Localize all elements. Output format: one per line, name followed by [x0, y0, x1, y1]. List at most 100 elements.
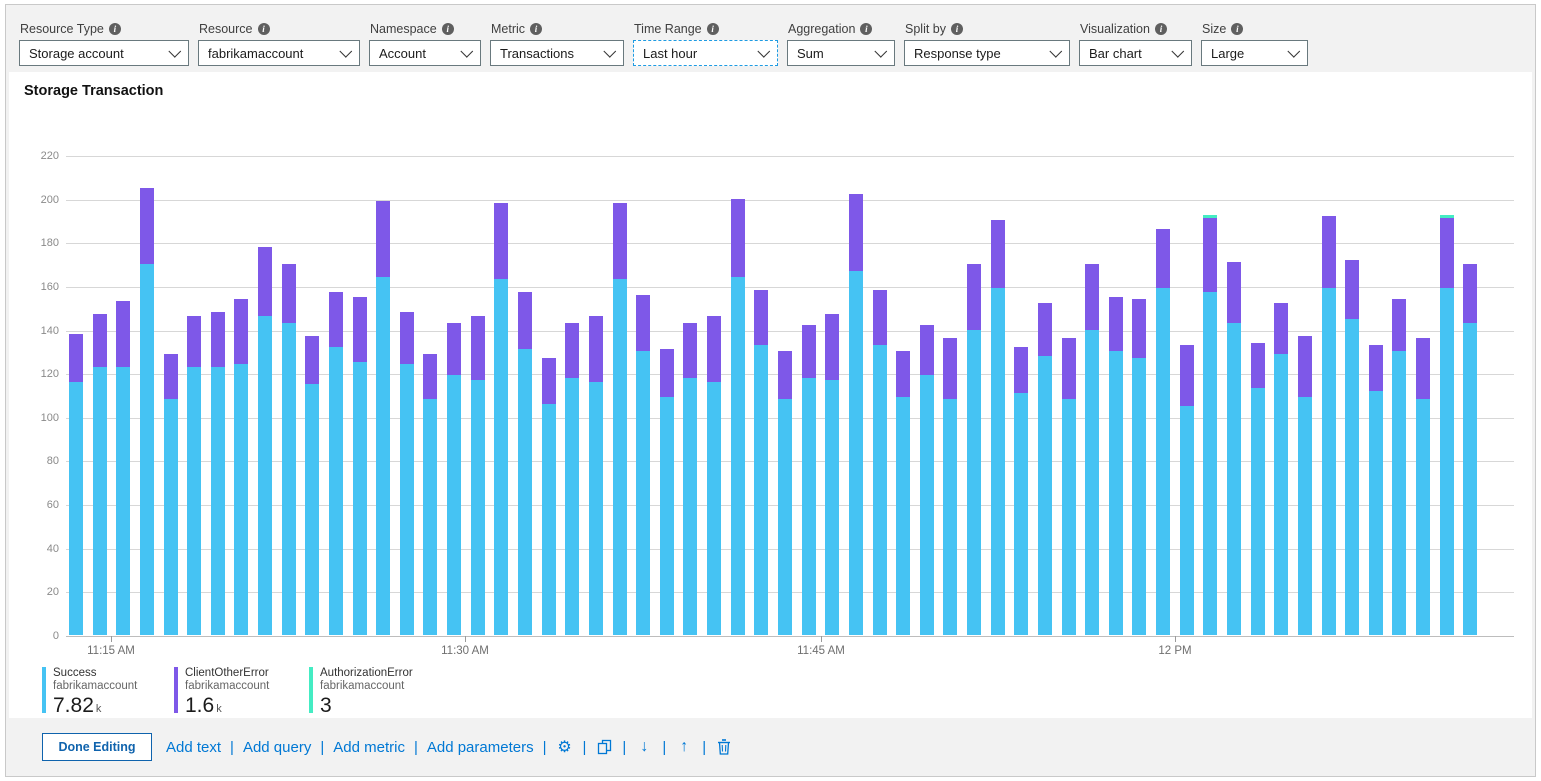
legend-series-name: Success	[53, 667, 97, 679]
chevron-down-icon	[1049, 44, 1063, 58]
success-segment	[541, 403, 556, 635]
clientothererror-segment	[1227, 261, 1242, 323]
filter-size: Size i Large	[1201, 21, 1308, 66]
stacked-bar	[1297, 336, 1312, 635]
add-parameters-link[interactable]: Add parameters	[426, 738, 534, 756]
clientothererror-segment	[69, 333, 83, 382]
stacked-bar	[777, 351, 792, 635]
stacked-bar	[399, 312, 414, 635]
stacked-bar	[447, 323, 462, 635]
filter-label: Resource Type i	[20, 21, 189, 36]
filter-label-text: Namespace	[370, 21, 437, 36]
legend-item-success[interactable]: Success fabrikamaccount 7.82 k	[42, 667, 137, 719]
y-axis-label: 220	[40, 150, 59, 162]
add-text-link[interactable]: Add text	[166, 738, 222, 756]
success-segment	[1156, 288, 1171, 635]
stacked-bar	[258, 246, 273, 635]
clientothererror-segment	[399, 312, 414, 365]
stacked-bar	[967, 264, 982, 635]
clientothererror-segment	[1250, 342, 1265, 389]
clientothererror-segment	[447, 323, 462, 376]
success-segment	[1037, 355, 1052, 635]
info-icon: i	[441, 22, 454, 35]
clientothererror-segment	[1203, 218, 1218, 293]
aggregation-dropdown[interactable]: Sum	[787, 40, 895, 66]
clientothererror-segment	[541, 357, 556, 404]
success-segment	[825, 379, 840, 635]
chevron-down-icon	[874, 44, 888, 58]
chevron-down-icon	[168, 44, 182, 58]
add-metric-link[interactable]: Add metric	[333, 738, 405, 756]
clientothererror-segment	[1392, 299, 1407, 352]
resource-type-dropdown[interactable]: Storage account	[19, 40, 189, 66]
stacked-bar	[1179, 344, 1194, 635]
metric-filter-bar: Resource Type i Storage account Resource i fa…	[19, 21, 1527, 73]
stacked-bar	[588, 316, 603, 635]
success-segment	[1250, 388, 1265, 635]
arrow-down-icon[interactable]: ↓	[640, 738, 649, 755]
success-segment	[1368, 390, 1383, 635]
stacked-bar	[1416, 338, 1431, 635]
success-segment	[234, 364, 249, 635]
dashboard-page: Resource Type i Storage account Resource i fa…	[5, 4, 1536, 777]
visualization-dropdown[interactable]: Bar chart	[1079, 40, 1192, 66]
success-segment	[612, 279, 627, 635]
toolbar-links: Add text | Add query | Add metric | Add parame…	[166, 738, 733, 756]
stacked-bar	[1227, 261, 1242, 635]
clientothererror-segment	[801, 325, 816, 378]
stacked-bar	[872, 290, 887, 635]
stacked-bar	[116, 301, 131, 635]
time-range-dropdown[interactable]: Last hour	[633, 40, 778, 66]
success-segment	[116, 366, 131, 635]
toolbar-separator: |	[702, 738, 707, 756]
success-segment	[399, 364, 414, 635]
split-by-dropdown[interactable]: Response type	[904, 40, 1070, 66]
info-icon: i	[860, 22, 873, 35]
success-segment	[376, 277, 391, 635]
namespace-dropdown[interactable]: Account	[369, 40, 481, 66]
clientothererror-segment	[754, 290, 769, 345]
clientothererror-segment	[588, 316, 603, 382]
stacked-bar	[1463, 264, 1478, 635]
stacked-bar	[376, 200, 391, 635]
chart-plot: 220 200 180 160 140 120 100 80 60 40 20 0 11:15 AM 11…	[41, 150, 1514, 657]
success-segment	[328, 347, 343, 635]
trash-icon[interactable]	[715, 738, 733, 756]
stacked-bar	[69, 333, 83, 635]
clientothererror-segment	[659, 349, 674, 398]
filter-visualization: Visualization i Bar chart	[1079, 21, 1192, 66]
x-axis-label: 12 PM	[1158, 645, 1192, 657]
legend-series-name: AuthorizationError	[320, 667, 413, 679]
authorizationerror-segment	[1203, 215, 1218, 219]
stacked-bar	[707, 316, 722, 635]
clientothererror-segment	[1132, 299, 1147, 358]
clientothererror-segment	[423, 353, 438, 400]
legend-item-clientothererror[interactable]: ClientOtherError fabrikamaccount 1.6 k	[174, 667, 269, 719]
clientothererror-segment	[612, 203, 627, 280]
success-segment	[447, 375, 462, 635]
legend-resource-name: fabrikamaccount	[320, 680, 405, 692]
filter-label: Metric i	[491, 21, 624, 36]
stacked-bar	[848, 194, 863, 635]
clientothererror-segment	[1439, 218, 1454, 289]
success-segment	[1085, 329, 1100, 635]
success-segment	[305, 384, 320, 635]
clientothererror-segment	[565, 323, 580, 378]
info-icon: i	[951, 22, 963, 35]
copy-icon[interactable]	[595, 738, 613, 756]
stacked-bar	[1156, 229, 1171, 635]
stacked-bar	[896, 351, 911, 635]
success-segment	[258, 316, 273, 635]
arrow-up-icon[interactable]: ↑	[680, 738, 689, 755]
success-segment	[872, 344, 887, 635]
clientothererror-segment	[281, 264, 296, 323]
metric-dropdown[interactable]: Transactions	[490, 40, 624, 66]
dropdown-value: Last hour	[643, 45, 698, 61]
legend-item-authorizationerror[interactable]: AuthorizationError fabrikamaccount 3	[309, 667, 413, 716]
size-dropdown[interactable]: Large	[1201, 40, 1308, 66]
add-query-link[interactable]: Add query	[242, 738, 312, 756]
done-editing-button[interactable]: Done Editing	[42, 733, 152, 761]
settings-icon[interactable]: ⚙	[557, 739, 572, 756]
resource-dropdown[interactable]: fabrikamaccount	[198, 40, 360, 66]
stacked-bar	[919, 325, 934, 635]
